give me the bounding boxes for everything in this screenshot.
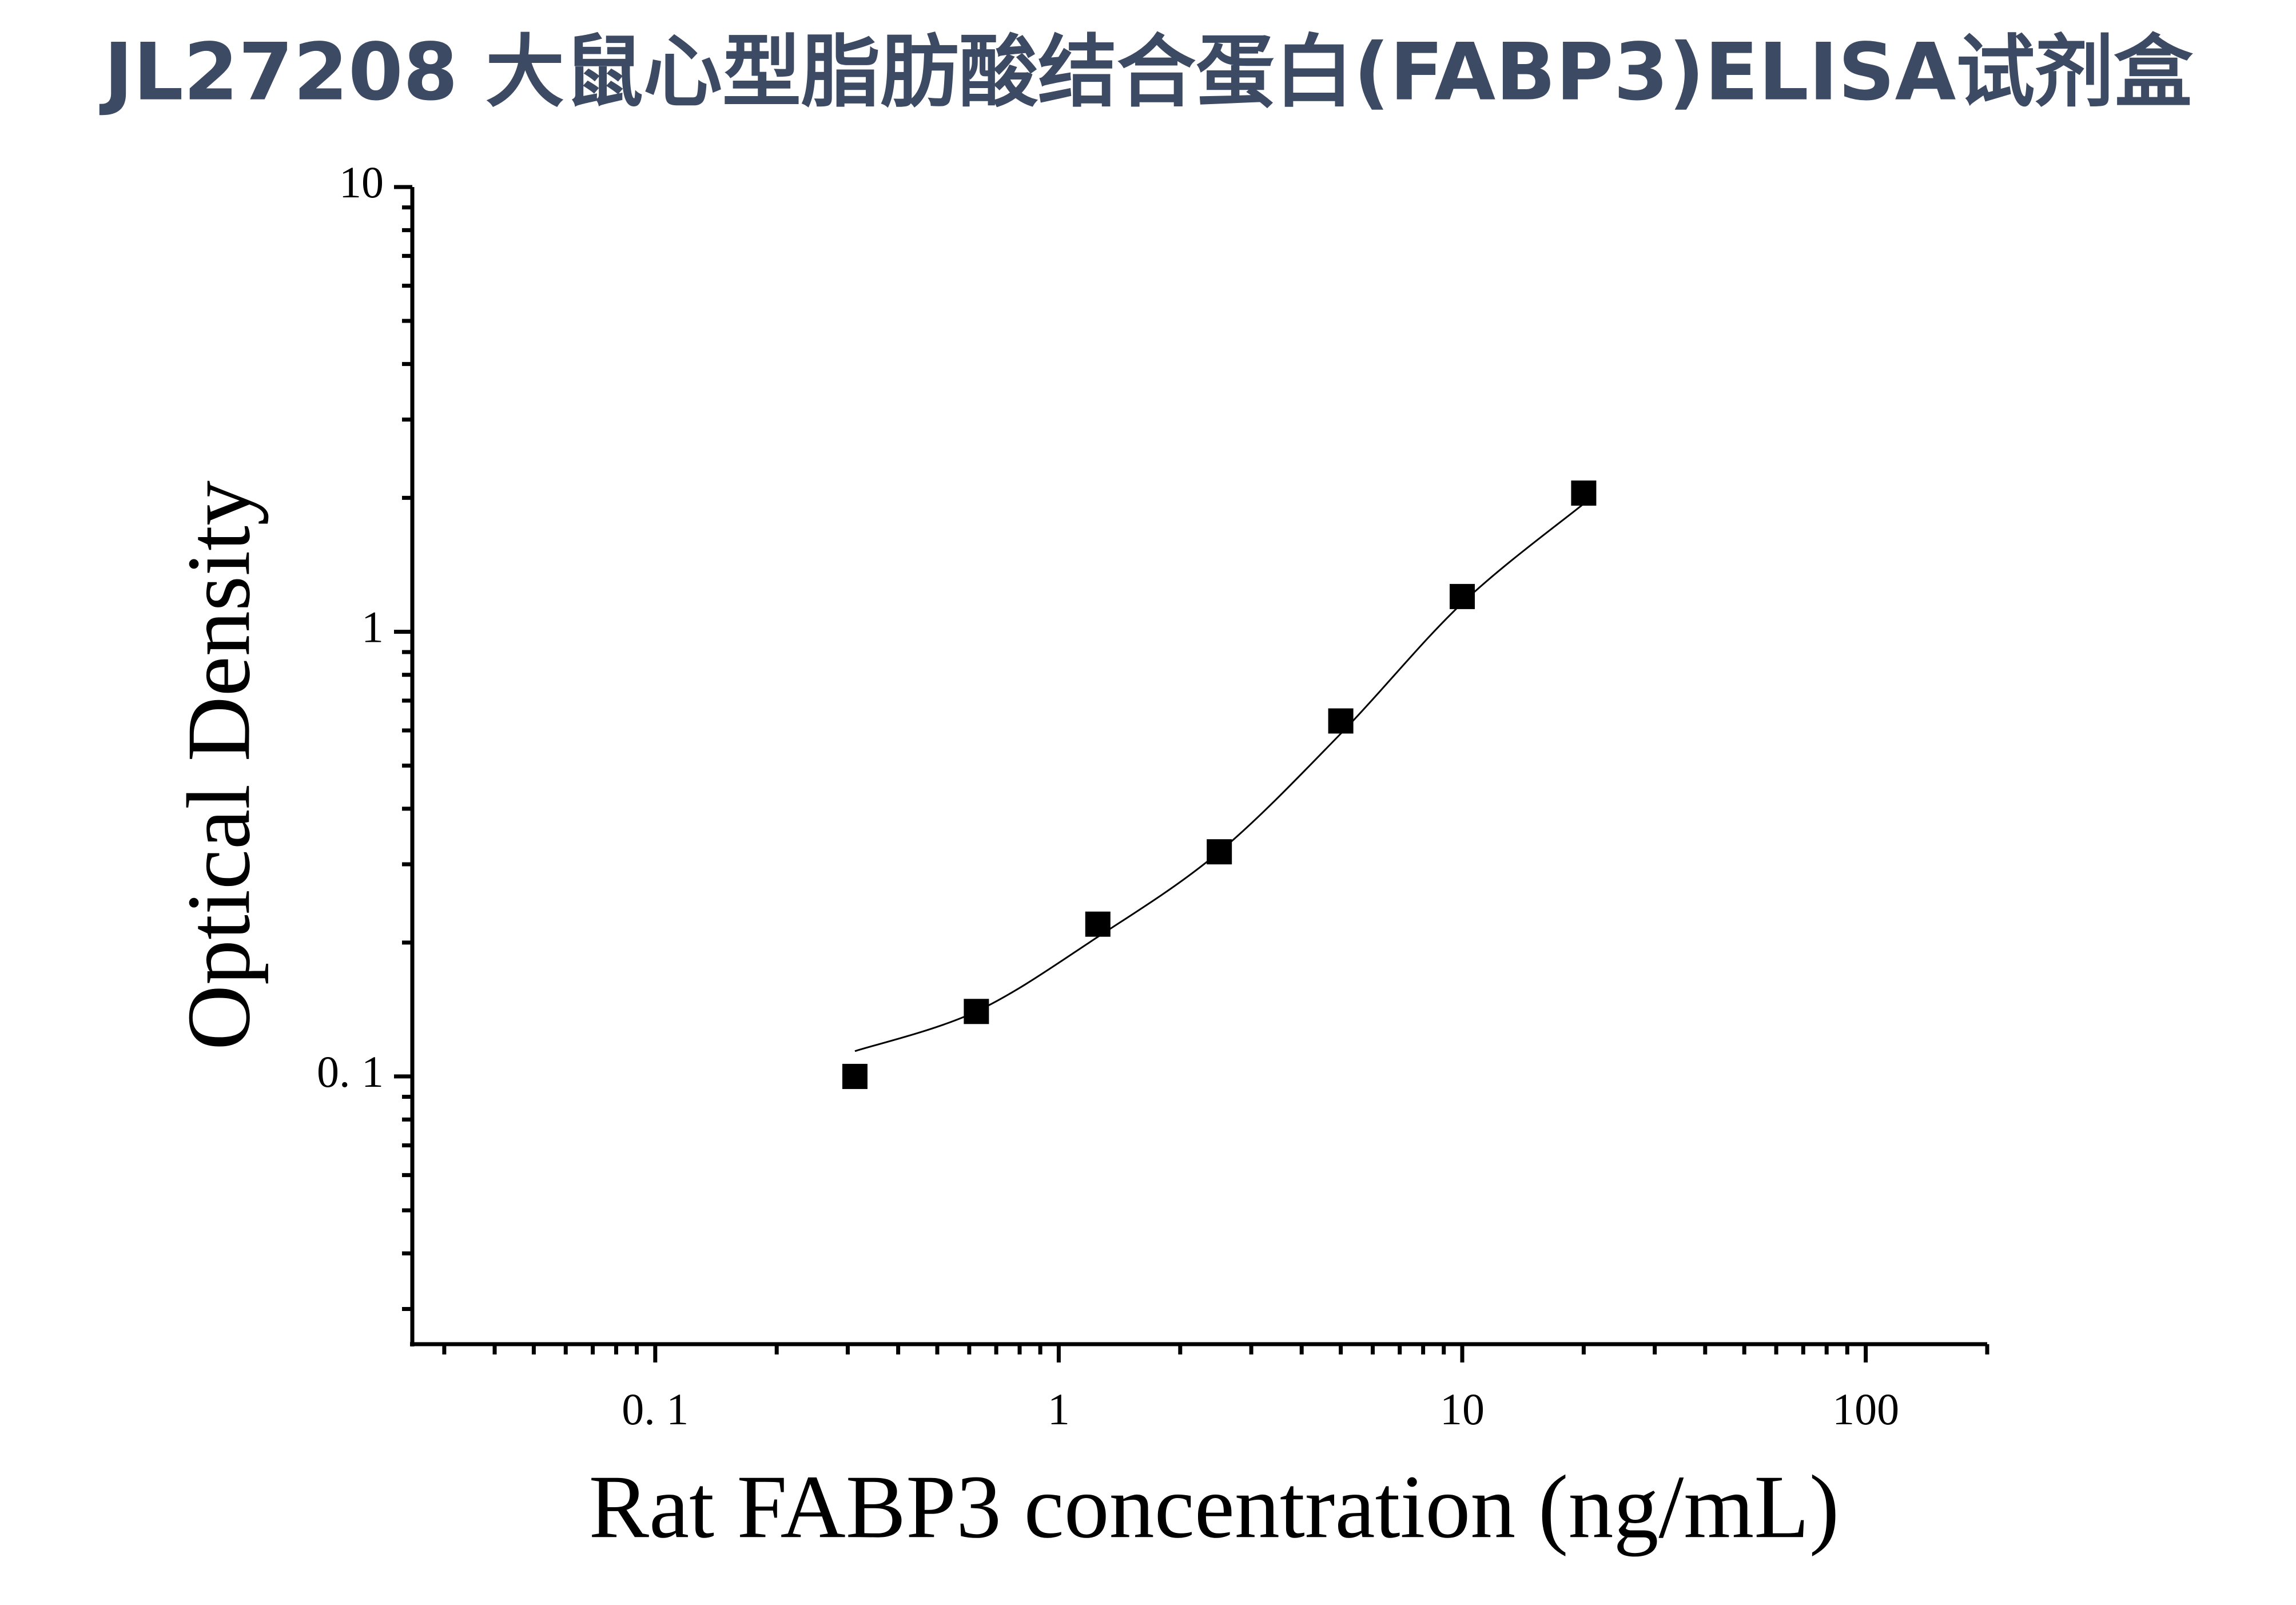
- data-point: [1450, 583, 1475, 609]
- x-tick-label: 100: [1832, 1384, 1899, 1434]
- data-point: [842, 1063, 868, 1089]
- y-tick-label: 0. 1: [317, 1047, 384, 1097]
- data-point: [1571, 480, 1597, 506]
- y-axis-label: Optical Density: [169, 480, 269, 1050]
- fit-curve: [854, 503, 1585, 1052]
- x-tick-label: 0. 1: [622, 1384, 689, 1434]
- x-axis-label: Rat FABP3 concentration (ng/mL): [589, 1457, 1840, 1557]
- chart-title: JL27208 大鼠心型脂肪酸结合蛋白(FABP3)ELISA试剂盒: [100, 26, 2194, 118]
- x-tick-label: 10: [1440, 1384, 1485, 1434]
- data-point: [1328, 708, 1354, 734]
- y-tick-label: 1: [361, 602, 384, 651]
- x-tick-label: 1: [1048, 1384, 1070, 1434]
- y-tick-label: 10: [339, 157, 384, 207]
- data-point: [1085, 911, 1111, 937]
